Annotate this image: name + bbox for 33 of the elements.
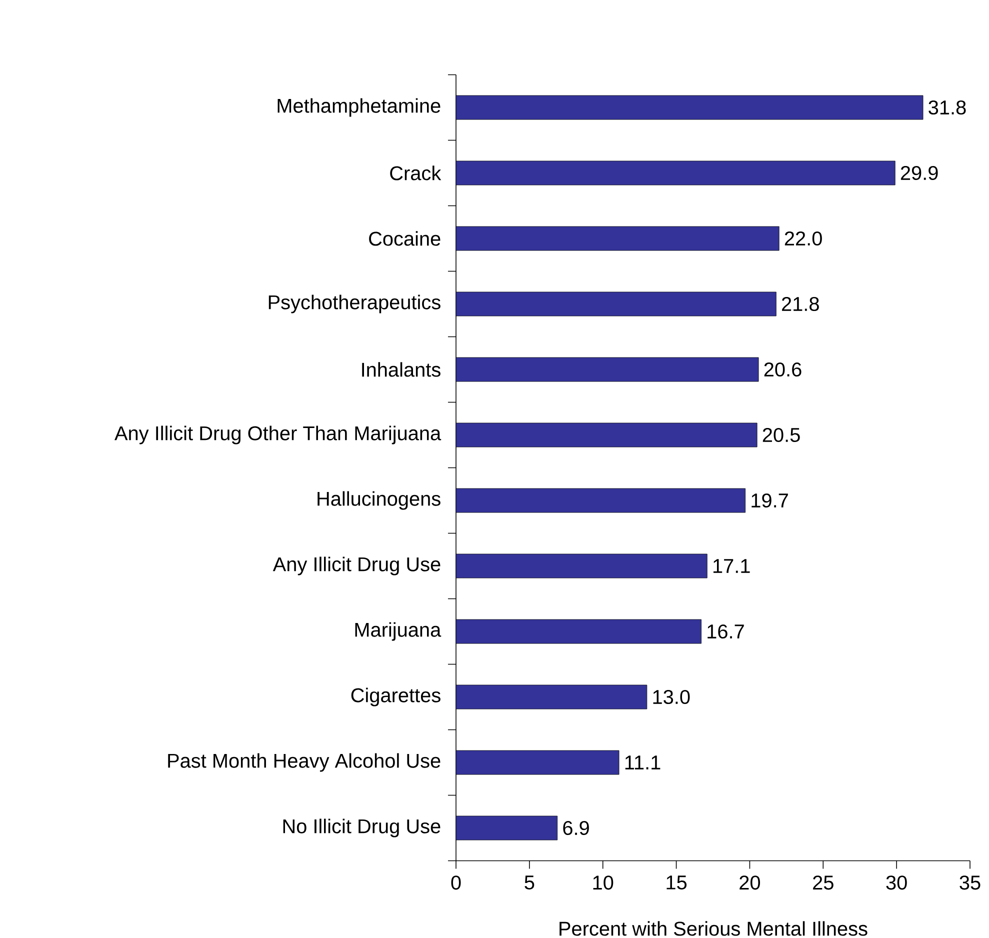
y-tick-label: Past Month Heavy Alcohol Use — [168, 753, 440, 772]
data-label: 22.0 — [784, 231, 822, 246]
data-label: 13.0 — [653, 690, 690, 704]
data-label: 20.6 — [764, 362, 802, 377]
x-tick-label: 35 — [960, 876, 980, 890]
data-label: 6.9 — [563, 820, 589, 836]
y-tick-label: Any Illicit Drug Use — [272, 556, 440, 576]
y-tick-label: Cigarettes — [351, 688, 440, 706]
y-tick-label: Hallucinogens — [318, 491, 440, 510]
data-label: 29.9 — [900, 166, 938, 180]
y-tick-label: Psychotherapeutics — [268, 294, 440, 314]
y-tick-label: Crack — [390, 166, 442, 180]
data-label: 16.7 — [708, 624, 744, 639]
data-label: 20.5 — [762, 428, 800, 442]
y-tick-label: Methamphetamine — [278, 98, 440, 117]
x-tick-label: 25 — [813, 876, 834, 890]
x-tick-label: 10 — [593, 876, 614, 890]
x-axis-title: Percent with Serious Mental Illness — [560, 921, 868, 936]
y-tick-label: No Illicit Drug Use — [283, 818, 440, 838]
data-label: 19.7 — [752, 493, 788, 508]
data-label: 17.1 — [713, 559, 750, 573]
x-tick-label: 0 — [451, 876, 461, 890]
data-label: 21.8 — [782, 296, 819, 312]
y-tick-label: Inhalants — [362, 362, 440, 377]
x-tick-label: 20 — [740, 876, 760, 890]
x-tick-label: 5 — [524, 876, 534, 890]
data-label: 11.1 — [625, 756, 660, 770]
y-tick-label: Cocaine — [369, 231, 440, 246]
y-tick-label: Marijuana — [355, 622, 442, 641]
x-tick-label: 30 — [886, 876, 907, 890]
data-label: 31.8 — [928, 100, 966, 115]
y-tick-label: Any Illicit Drug Other Than Marijuana — [114, 426, 442, 444]
x-tick-label: 15 — [666, 876, 687, 890]
